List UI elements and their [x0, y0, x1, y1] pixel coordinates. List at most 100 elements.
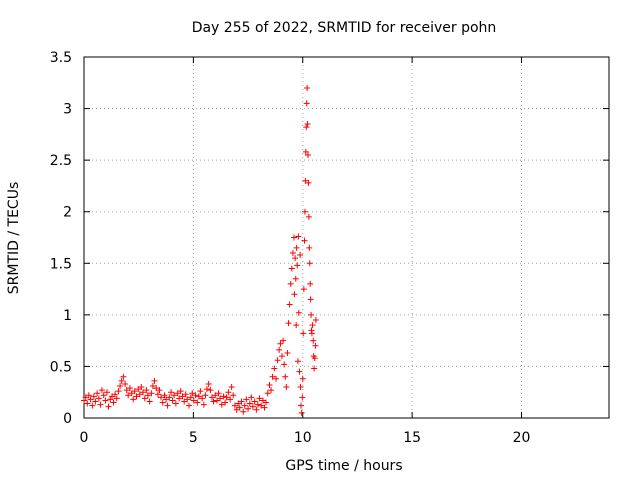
- data-point: [203, 386, 210, 393]
- data-point: [277, 340, 284, 347]
- data-point: [304, 121, 311, 128]
- data-point: [85, 392, 92, 399]
- data-point: [264, 390, 271, 397]
- data-point: [241, 402, 248, 409]
- data-point: [311, 365, 318, 372]
- data-point: [225, 389, 232, 396]
- data-point: [305, 213, 312, 220]
- data-point: [248, 394, 255, 401]
- data-point: [233, 406, 240, 413]
- data-point: [97, 401, 104, 408]
- data-point: [135, 386, 142, 393]
- data-point: [120, 373, 127, 380]
- data-point: [169, 397, 176, 404]
- data-point: [253, 406, 260, 413]
- grid: [84, 57, 609, 418]
- data-point: [89, 402, 96, 409]
- data-point: [184, 396, 191, 403]
- data-point: [128, 390, 135, 397]
- data-point: [123, 387, 130, 394]
- data-point: [166, 394, 173, 401]
- data-point: [223, 394, 230, 401]
- chart-title: Day 255 of 2022, SRMTID for receiver poh…: [192, 20, 497, 36]
- data-point: [126, 385, 133, 392]
- data-point: [283, 384, 290, 391]
- data-point: [289, 249, 296, 256]
- data-point: [195, 393, 202, 400]
- data-point: [312, 342, 319, 349]
- data-point: [288, 265, 295, 272]
- data-point: [305, 151, 311, 158]
- data-point: [295, 233, 302, 240]
- data-point: [194, 399, 201, 406]
- data-point: [143, 387, 150, 394]
- data-point: [302, 177, 309, 184]
- y-tick-label: 0: [63, 411, 72, 427]
- y-tick-label: 2: [63, 205, 72, 221]
- data-point: [228, 384, 235, 391]
- data-point: [302, 148, 309, 155]
- data-point: [214, 397, 220, 404]
- data-point: [304, 84, 311, 91]
- data-point: [118, 377, 125, 384]
- data-point: [212, 392, 219, 399]
- data-point: [246, 400, 253, 407]
- data-point: [136, 391, 143, 398]
- data-point: [122, 380, 129, 387]
- data-point: [271, 365, 278, 372]
- data-point: [230, 392, 237, 399]
- x-tick-label: 0: [80, 430, 89, 446]
- data-points: [81, 84, 319, 416]
- data-point: [251, 398, 258, 405]
- data-point: [301, 237, 308, 244]
- y-tick-label: 0.5: [50, 359, 72, 375]
- data-point: [110, 399, 117, 406]
- data-point: [307, 280, 314, 287]
- data-point: [107, 396, 114, 403]
- data-point: [207, 387, 214, 394]
- data-point: [306, 244, 313, 251]
- data-point: [148, 390, 155, 397]
- data-point: [287, 280, 294, 287]
- data-point: [308, 311, 315, 318]
- data-point: [117, 383, 124, 390]
- data-point: [235, 400, 242, 407]
- data-point: [259, 397, 266, 404]
- data-point: [269, 373, 276, 380]
- data-point: [115, 388, 122, 395]
- data-point: [256, 395, 263, 402]
- data-point: [254, 401, 261, 408]
- x-tick-label: 15: [403, 430, 421, 446]
- data-point: [113, 395, 120, 402]
- data-point: [146, 398, 153, 405]
- data-point: [202, 392, 209, 399]
- y-axis-label: SRMTID / TECUs: [6, 182, 22, 295]
- data-point: [231, 402, 238, 409]
- data-point: [174, 390, 181, 397]
- data-point: [291, 291, 298, 298]
- data-point: [177, 388, 184, 395]
- data-point: [163, 396, 170, 403]
- data-point: [276, 346, 283, 353]
- data-point: [81, 397, 87, 404]
- data-point: [311, 355, 318, 362]
- data-point: [293, 244, 300, 251]
- data-point: [220, 393, 227, 400]
- data-point: [181, 398, 188, 405]
- data-point: [187, 394, 194, 401]
- data-point: [278, 353, 285, 360]
- data-point: [84, 400, 91, 407]
- data-point: [309, 322, 316, 329]
- data-point: [112, 391, 119, 398]
- data-point: [149, 383, 156, 390]
- data-point: [218, 401, 225, 408]
- data-point: [292, 255, 299, 262]
- data-point: [200, 401, 207, 408]
- data-point: [161, 392, 168, 399]
- data-point: [281, 361, 288, 368]
- data-point: [261, 404, 268, 411]
- data-point: [215, 390, 222, 397]
- data-point: [90, 393, 97, 400]
- data-point: [243, 396, 250, 403]
- data-point: [263, 399, 269, 406]
